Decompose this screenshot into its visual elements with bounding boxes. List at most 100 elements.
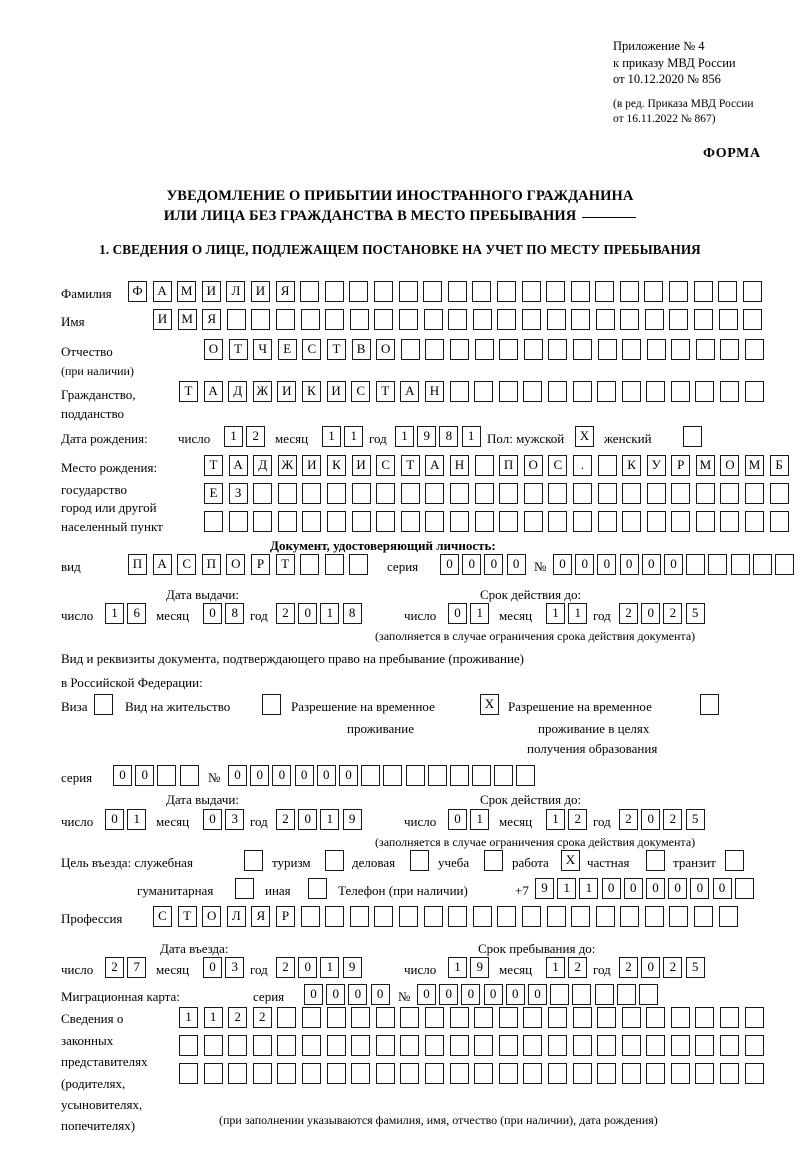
form-cell[interactable] — [252, 1063, 272, 1084]
form-cell[interactable]: 0 — [505, 984, 525, 1005]
form-cell[interactable]: И — [326, 381, 346, 402]
form-cell[interactable]: 0 — [619, 554, 639, 575]
form-cell[interactable] — [228, 1063, 248, 1084]
form-cell[interactable]: 0 — [304, 984, 323, 1005]
form-cell[interactable] — [499, 339, 519, 360]
form-cell[interactable]: 0 — [448, 809, 467, 830]
form-cell[interactable]: 0 — [690, 878, 710, 899]
form-cell[interactable]: 0 — [440, 554, 459, 575]
form-cell[interactable] — [744, 381, 764, 402]
form-cell[interactable] — [472, 906, 492, 927]
form-cell[interactable] — [425, 511, 445, 532]
form-cell[interactable] — [400, 339, 420, 360]
form-cell[interactable] — [424, 1063, 444, 1084]
form-cell[interactable]: 0 — [316, 765, 336, 786]
form-cell[interactable] — [203, 1063, 223, 1084]
form-cell[interactable] — [621, 1007, 641, 1028]
form-cell[interactable]: 0 — [272, 765, 292, 786]
form-cell[interactable] — [449, 1035, 469, 1056]
form-cell[interactable] — [720, 1035, 740, 1056]
form-cell[interactable] — [774, 554, 794, 575]
form-cell[interactable]: 9 — [535, 878, 554, 899]
form-cell[interactable] — [730, 554, 750, 575]
form-cell[interactable] — [400, 1007, 420, 1028]
form-cell[interactable]: 1 — [127, 809, 147, 830]
form-cell[interactable] — [474, 1063, 494, 1084]
form-cell[interactable] — [695, 1035, 715, 1056]
form-cell[interactable] — [179, 1035, 198, 1056]
form-cell[interactable] — [745, 511, 765, 532]
form-cell[interactable] — [550, 984, 570, 1005]
form-cell[interactable]: 1 — [320, 809, 340, 830]
form-cell[interactable] — [326, 511, 346, 532]
form-cell[interactable]: 0 — [645, 878, 665, 899]
form-cell[interactable] — [228, 511, 248, 532]
form-cell[interactable]: И — [302, 455, 322, 476]
form-cell[interactable] — [400, 511, 420, 532]
form-cell[interactable] — [398, 309, 418, 330]
form-cell[interactable]: 2 — [276, 809, 295, 830]
form-cell[interactable]: О — [523, 455, 543, 476]
form-cell[interactable]: О — [720, 455, 740, 476]
form-cell[interactable] — [597, 483, 617, 504]
form-cell[interactable] — [720, 1063, 740, 1084]
form-cell[interactable]: 2 — [619, 603, 638, 624]
form-cell[interactable] — [620, 309, 640, 330]
form-cell[interactable] — [498, 1035, 518, 1056]
form-cell[interactable] — [302, 483, 322, 504]
form-cell[interactable] — [361, 765, 381, 786]
form-cell[interactable] — [277, 483, 297, 504]
form-cell[interactable] — [548, 511, 568, 532]
form-cell[interactable] — [204, 511, 223, 532]
form-cell[interactable]: К — [326, 455, 346, 476]
form-cell[interactable]: Ч — [253, 339, 273, 360]
form-cell[interactable] — [375, 1063, 395, 1084]
form-cell[interactable]: Л — [226, 906, 246, 927]
form-cell[interactable]: Н — [449, 455, 469, 476]
form-cell[interactable] — [597, 1035, 617, 1056]
form-cell[interactable]: 0 — [294, 765, 314, 786]
form-cell[interactable]: И — [277, 381, 297, 402]
form-cell[interactable]: Б — [769, 455, 789, 476]
form-cell[interactable] — [572, 1007, 592, 1028]
form-cell[interactable] — [449, 1007, 469, 1028]
form-cell[interactable]: 5 — [685, 809, 705, 830]
form-cell[interactable] — [472, 765, 492, 786]
form-cell[interactable]: Е — [277, 339, 297, 360]
form-cell[interactable] — [351, 1063, 371, 1084]
form-cell[interactable]: Е — [204, 483, 223, 504]
form-cell[interactable] — [449, 1063, 469, 1084]
form-cell[interactable] — [718, 906, 738, 927]
legal-rep-row-2-input[interactable] — [179, 1035, 769, 1056]
form-cell[interactable]: 0 — [338, 765, 358, 786]
form-cell[interactable] — [423, 281, 443, 302]
form-cell[interactable] — [621, 1063, 641, 1084]
form-cell[interactable]: Я — [202, 309, 222, 330]
form-cell[interactable] — [745, 483, 765, 504]
form-cell[interactable] — [324, 281, 344, 302]
form-cell[interactable] — [644, 309, 664, 330]
form-cell[interactable] — [449, 339, 469, 360]
form-cell[interactable] — [744, 1035, 764, 1056]
form-cell[interactable] — [523, 483, 543, 504]
form-cell[interactable]: Ж — [277, 455, 297, 476]
form-cell[interactable] — [474, 511, 494, 532]
form-cell[interactable]: Д — [228, 381, 248, 402]
form-cell[interactable] — [179, 1063, 198, 1084]
form-cell[interactable]: М — [745, 455, 765, 476]
purpose-business-checkbox[interactable] — [410, 850, 429, 871]
form-cell[interactable]: 2 — [252, 1007, 272, 1028]
form-cell[interactable] — [521, 906, 541, 927]
form-cell[interactable] — [572, 1035, 592, 1056]
form-cell[interactable]: М — [177, 309, 197, 330]
form-cell[interactable] — [472, 309, 492, 330]
form-cell[interactable] — [597, 1007, 617, 1028]
